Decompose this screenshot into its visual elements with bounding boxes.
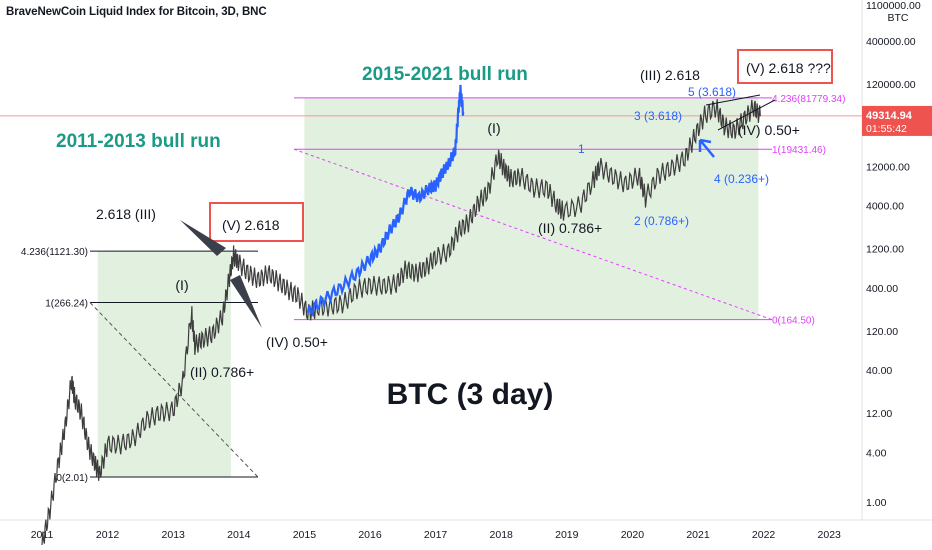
fib-label-left: 4.236(1121.30): [21, 247, 88, 258]
y-tick-label: 120000.00: [866, 79, 916, 91]
wave-r3-label: (III) 2.618: [640, 67, 700, 83]
wave-r2-label: (II) 0.786+: [538, 220, 602, 236]
last-price-value: 49314.94: [866, 110, 913, 122]
currency-label: BTC: [888, 12, 909, 24]
fib-label-right: 0(164.50): [772, 316, 815, 327]
x-tick-label: 2017: [424, 529, 448, 541]
fib-label-left: 0(2.01): [56, 473, 88, 484]
x-tick-label: 2019: [555, 529, 579, 541]
y-tick-label: 120.00: [866, 326, 898, 338]
y-tick-label: 400.00: [866, 283, 898, 295]
wedge-line-bottom: [717, 99, 776, 131]
wave-1-label: (I): [175, 277, 188, 293]
y-tick-label: 40.00: [866, 365, 892, 377]
wave-r1-label: (I): [487, 120, 500, 136]
bar-countdown: 01:55:42: [866, 123, 907, 135]
x-tick-label: 2012: [96, 529, 120, 541]
wave-r5-box: [737, 49, 833, 84]
y-tick-label: 12.00: [866, 408, 892, 420]
x-tick-label: 2016: [358, 529, 382, 541]
y-tick-label: 4000.00: [866, 201, 904, 213]
y-tick-label: 1100000.00: [866, 0, 921, 12]
wedge-line-top: [705, 94, 761, 106]
chart-title: BraveNewCoin Liquid Index for Bitcoin, 3…: [6, 6, 267, 18]
wave-5-box: [209, 202, 304, 242]
y-tick-label: 4.00: [866, 447, 887, 459]
arrow-wave-3: [180, 220, 226, 256]
x-tick-label: 2021: [686, 529, 710, 541]
big-title-label: BTC (3 day): [387, 378, 554, 411]
fib-label-right: 4.236(81779.34): [772, 94, 845, 105]
wave-5-label: (V) 2.618: [222, 217, 280, 233]
x-tick-label: 2014: [227, 529, 251, 541]
y-tick-label: 1200.00: [866, 244, 904, 256]
subwave-2-label: 2 (0.786+): [634, 214, 689, 228]
bull-run-label-2: 2015-2021 bull run: [362, 64, 528, 85]
wave-2-label: (II) 0.786+: [190, 364, 254, 380]
subwave-5-label: 5 (3.618): [688, 85, 736, 99]
wave-r4-label: (IV) 0.50+: [738, 122, 800, 138]
fib-label-right: 1(19431.46): [772, 145, 826, 156]
fib-label-left: 1(266.24): [45, 298, 88, 309]
bull-zone-1: [97, 251, 231, 478]
x-tick-label: 2015: [293, 529, 317, 541]
y-tick-label: 1.00: [866, 497, 887, 509]
subwave-4-label: 4 (0.236+): [714, 172, 769, 186]
subwave-4-arrow: [698, 138, 715, 158]
wave-r5-label: (V) 2.618 ???: [746, 60, 831, 76]
y-tick-label: 12000.00: [866, 161, 910, 173]
x-tick-label: 2018: [490, 529, 514, 541]
y-tick-label: 400000.00: [866, 36, 916, 48]
fib-diagonal-right: [293, 148, 773, 321]
bull-run-label-1: 2011-2013 bull run: [56, 131, 221, 152]
wave-3-label: 2.618 (III): [96, 206, 156, 222]
subwave-1-label: 1: [578, 142, 585, 156]
overlay-series-line[interactable]: [306, 84, 465, 318]
x-tick-label: 2013: [162, 529, 186, 541]
x-tick-label: 2023: [818, 529, 842, 541]
price-series-line[interactable]: [41, 99, 761, 546]
fib-diagonal-left: [89, 302, 259, 478]
x-tick-label: 2022: [752, 529, 776, 541]
subwave-3-label: 3 (3.618): [634, 109, 682, 123]
x-tick-label: 2020: [621, 529, 645, 541]
last-price-tag: [862, 105, 932, 136]
wave-4-label: (IV) 0.50+: [266, 334, 328, 350]
arrow-wave-4: [230, 275, 262, 328]
